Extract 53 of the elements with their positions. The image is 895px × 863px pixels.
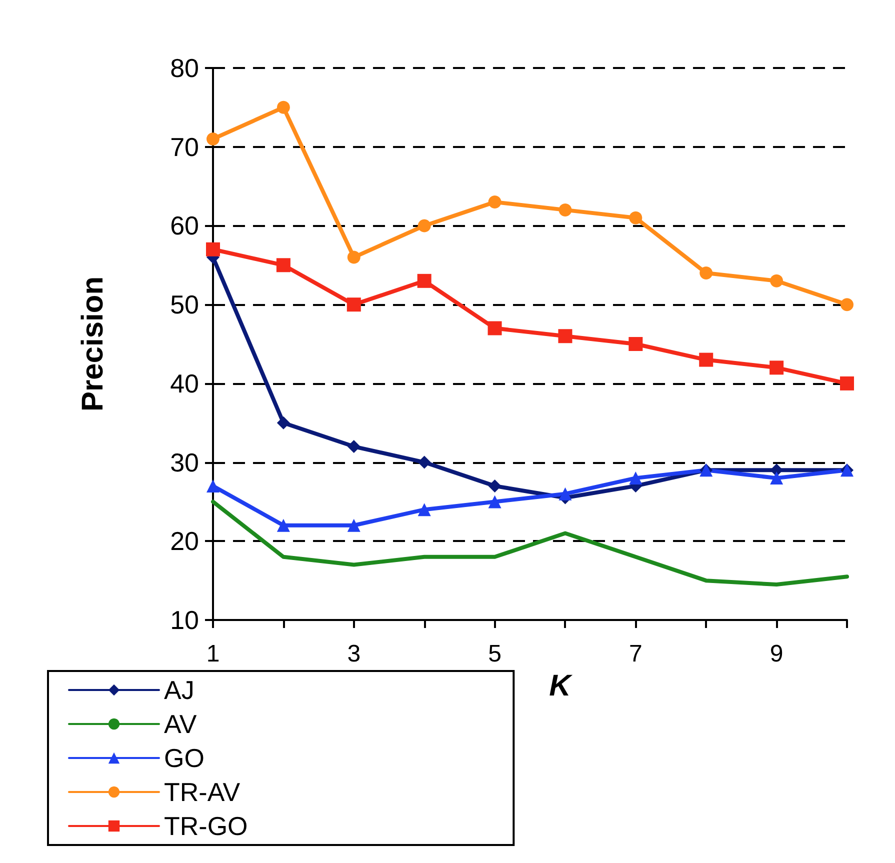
point — [206, 242, 220, 256]
y-axis-title: Precision — [76, 276, 110, 412]
point — [346, 298, 361, 312]
point — [628, 337, 643, 351]
point — [488, 479, 502, 492]
y-tick-label: 60 — [170, 210, 199, 241]
point — [558, 329, 572, 344]
point — [770, 274, 784, 288]
legend-label: TR-GO — [164, 811, 494, 841]
point — [840, 298, 854, 312]
line-series — [211, 500, 849, 587]
x-tick-label: 7 — [628, 640, 642, 668]
point — [418, 503, 431, 516]
point — [206, 132, 220, 146]
point — [347, 518, 360, 532]
legend-label: TR-AV — [164, 777, 486, 807]
x-tick-label: 1 — [206, 640, 220, 668]
y-tick-label: 80 — [170, 53, 199, 83]
point — [770, 360, 784, 375]
y-tick-label: 40 — [170, 368, 199, 398]
legend-label: AV — [164, 709, 486, 739]
point — [488, 495, 502, 508]
point — [629, 211, 642, 224]
point — [629, 472, 642, 485]
x-tick-label: 5 — [488, 640, 502, 668]
legend-label: AJ — [164, 675, 484, 705]
point — [276, 416, 290, 430]
point — [488, 321, 502, 336]
x-tick-label: 3 — [347, 640, 361, 668]
point — [276, 258, 290, 272]
point — [770, 472, 784, 485]
x-tick-label: 9 — [770, 640, 784, 668]
point — [276, 100, 290, 114]
point — [558, 487, 572, 500]
point — [417, 274, 432, 288]
y-tick-label: 30 — [170, 447, 199, 478]
point — [558, 203, 572, 216]
x-axis-title: K — [549, 669, 574, 702]
y-tick-label: 10 — [170, 605, 199, 635]
point — [418, 456, 431, 469]
point — [488, 196, 502, 209]
point — [347, 250, 360, 264]
y-tick-label: 70 — [170, 132, 199, 162]
y-tick-label: 50 — [170, 290, 199, 320]
y-tick-label: 20 — [170, 526, 199, 556]
point — [347, 440, 360, 454]
point — [700, 266, 713, 280]
point — [699, 352, 714, 367]
point — [206, 479, 220, 492]
legend-label: GO — [164, 743, 494, 773]
point — [276, 518, 290, 532]
point — [840, 376, 854, 390]
point — [418, 219, 431, 232]
